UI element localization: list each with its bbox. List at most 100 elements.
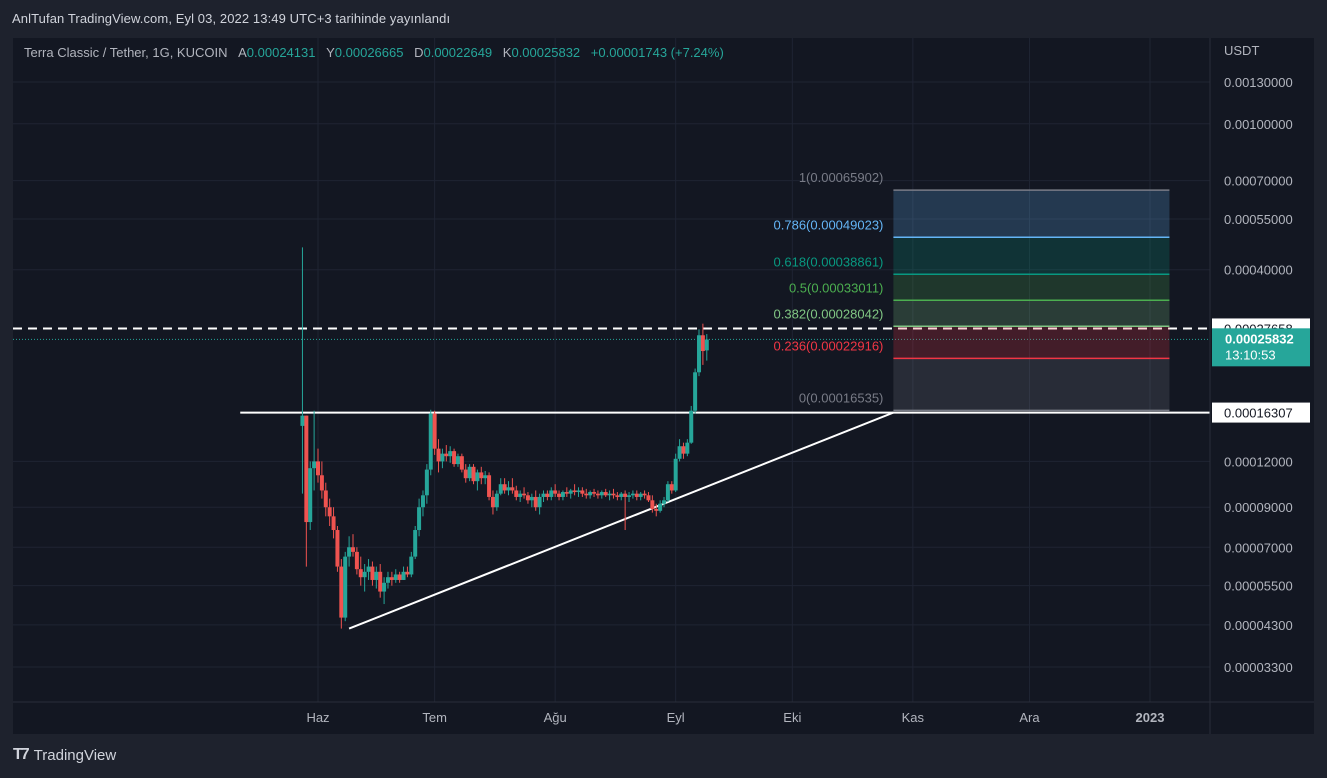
candle-body [650, 500, 655, 510]
candle-body [343, 556, 348, 618]
candle [467, 464, 472, 482]
candle-body [623, 493, 628, 497]
chart-area[interactable] [13, 38, 1314, 734]
candle [347, 536, 352, 567]
candle [490, 490, 495, 515]
price-tick-label: 0.00100000 [1224, 117, 1293, 132]
candle-body [498, 484, 503, 494]
candle-body [436, 448, 441, 462]
candle [354, 547, 359, 575]
candle [358, 556, 363, 586]
candle-body [467, 466, 472, 479]
candle [697, 329, 702, 377]
time-tick-label: 2023 [1136, 710, 1165, 725]
candle [417, 498, 422, 537]
time-tick-label: Kas [902, 710, 925, 725]
candle [681, 442, 686, 459]
candle-body [428, 413, 433, 470]
candle-body [393, 574, 398, 580]
candle [588, 490, 593, 499]
candle [401, 566, 406, 580]
candle-body [522, 493, 527, 496]
symbol-name[interactable]: Terra Classic / Tether, 1G, KUCOIN [24, 45, 228, 60]
candle [350, 534, 355, 557]
low-label: D [414, 45, 424, 60]
candle-body [479, 472, 484, 479]
time-tick-label: Ağu [544, 710, 567, 725]
candle [308, 461, 313, 531]
candle-body [440, 453, 445, 462]
candle [479, 466, 484, 485]
candle-body [619, 493, 624, 497]
candle-body [603, 492, 608, 496]
candle [646, 492, 651, 503]
candle-body [424, 469, 429, 496]
candle [630, 490, 635, 499]
price-tick-label: 0.00009000 [1224, 500, 1293, 515]
candle [599, 490, 604, 499]
open-label: A [238, 45, 247, 60]
candle-body [580, 490, 585, 494]
candle [580, 487, 585, 497]
candle-body [592, 492, 597, 494]
candle [541, 490, 546, 503]
candle [362, 564, 367, 592]
tradingview-logo[interactable]: T7 TradingView [13, 746, 116, 764]
candle [487, 472, 492, 501]
price-tick-label: 0.00012000 [1224, 454, 1293, 469]
candle-body [572, 490, 577, 493]
candle [673, 453, 678, 493]
fibonacci-retracement: 1(0.00065902) 0.786(0.00049023) 0.618(0.00… [774, 170, 1170, 412]
high-label: Y [326, 45, 335, 60]
candle [572, 484, 577, 496]
candle-body [397, 574, 402, 580]
candle [662, 496, 667, 508]
candle [471, 464, 476, 485]
candle-body [420, 495, 425, 508]
candle [475, 469, 480, 491]
candle-body [350, 547, 355, 552]
candle [568, 488, 573, 499]
candle-body [409, 556, 414, 575]
price-tick-label: 0.00004300 [1224, 618, 1293, 633]
candle-body [389, 577, 394, 580]
candle-body [537, 496, 542, 508]
candle-body [448, 451, 453, 457]
candle-body [300, 415, 305, 426]
candle [665, 481, 670, 503]
candle-body [385, 577, 390, 583]
candle-body [560, 492, 565, 497]
low-value: 0.00022649 [423, 45, 493, 60]
candle-body [533, 496, 538, 508]
candle-body [490, 496, 495, 508]
candle-body [327, 507, 332, 517]
tradingview-logo-icon: T7 [13, 746, 30, 763]
candle [669, 481, 674, 494]
price-tick-label: 0.00040000 [1224, 263, 1293, 278]
candle [343, 551, 348, 622]
candle-body [358, 569, 363, 578]
candle [638, 492, 643, 501]
candle-body [432, 413, 437, 449]
candle-body [654, 509, 659, 511]
publish-bar: AnlTufan TradingView.com, Eyl 03, 2022 1… [0, 0, 1327, 38]
candle [627, 492, 632, 503]
candle [700, 323, 705, 365]
candle [634, 490, 639, 501]
candle-body [362, 571, 367, 578]
candle-body [700, 335, 705, 352]
candle-body [405, 571, 410, 575]
candle-body [638, 493, 643, 497]
candle [584, 488, 589, 499]
candle-body [382, 582, 387, 592]
candle-body [417, 507, 422, 531]
candle [304, 415, 309, 567]
candle [452, 448, 457, 467]
candle-body [553, 490, 558, 494]
candle-body [514, 490, 519, 497]
candle [378, 564, 383, 598]
candle [623, 490, 628, 531]
time-tick-label: Haz [306, 710, 329, 725]
candle [300, 247, 305, 494]
